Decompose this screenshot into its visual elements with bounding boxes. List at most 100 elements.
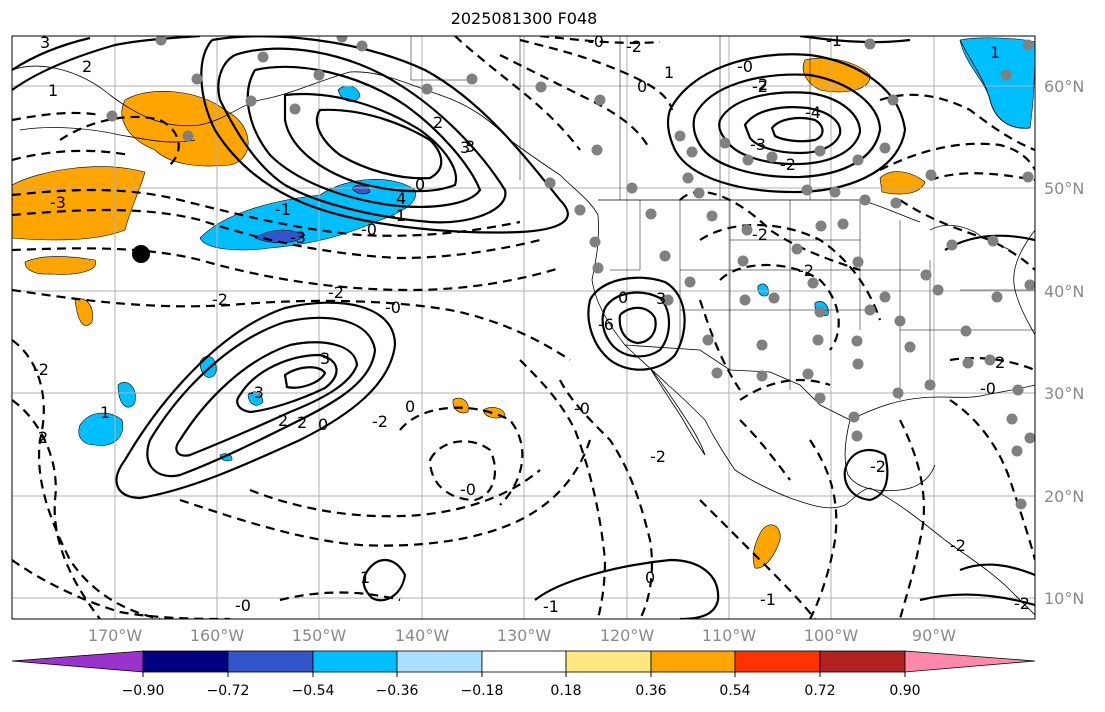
contour-dashed-20 (499, 54, 651, 151)
contour-dashed-30 (949, 399, 1035, 561)
contour-subtropical-high-5 (115, 301, 397, 500)
contour-label: 3 (656, 289, 666, 308)
contour-label: -0 (574, 399, 590, 418)
contour-label: 2 (82, 57, 92, 76)
station-dots (106, 36, 1035, 510)
contour-label: -1 (826, 31, 842, 50)
colorbar-tick-label: 0.72 (804, 683, 836, 699)
contour-label: 2 (995, 353, 1005, 372)
colorbar-segment (734, 650, 821, 673)
mexico-gulf-coast (844, 419, 936, 492)
colorbar-tick-label: 0.18 (550, 683, 582, 699)
contour-label: -2 (372, 412, 388, 431)
colorbar-segment (142, 650, 229, 673)
contour-dashed-8 (249, 469, 541, 518)
contour-label: 1 (360, 568, 370, 587)
contour-california-low-2 (601, 291, 671, 358)
lon-label-130w: 130°W (496, 626, 552, 645)
colorbar-tick-label: 0.36 (635, 683, 667, 699)
lon-label-150w: 150°W (291, 626, 347, 645)
contour-label: -2 (870, 457, 886, 476)
contour-dashed-3 (12, 247, 561, 292)
lon-label-160w: 160°W (189, 626, 245, 645)
colorbar-tick-label: −0.54 (291, 683, 335, 699)
contour-label: -3 (750, 135, 766, 154)
orange-shade-mexico (752, 524, 781, 569)
contour-dashed-23 (12, 111, 101, 122)
blue-shade-hawaii-2 (117, 382, 136, 408)
contour-dashed-36 (929, 172, 1035, 182)
contour-label: 3 (320, 349, 330, 368)
contour-subtropical-high-4 (283, 366, 327, 389)
contour-dashed-24 (12, 149, 131, 162)
contour-dashed-4 (12, 288, 571, 361)
contour-dashed-1 (12, 188, 521, 237)
contour-dashed-15 (719, 264, 840, 351)
colorbar-segment (481, 650, 567, 673)
hudson-coast (959, 39, 1031, 129)
orange-shade-small-1 (24, 256, 97, 275)
contour-label: -3 (50, 193, 66, 212)
contour-gulf-high-1 (217, 47, 507, 224)
contour-dashed-29 (949, 356, 1035, 372)
colorbar-ticks (142, 672, 906, 677)
colorbar-tick-label: −0.90 (121, 683, 165, 699)
colorbar-segment (819, 650, 906, 673)
lat-label-40n: 40°N (1044, 282, 1085, 301)
contour-label: 1 (100, 403, 110, 422)
contour-label: 0 (645, 568, 655, 587)
contour-label: -2 (752, 225, 768, 244)
colorbar-segment (396, 650, 483, 673)
contour-california-low-3 (618, 306, 657, 345)
aleutian-chain (19, 127, 196, 143)
colorbar-segment (312, 650, 398, 673)
contour-label: -1 (760, 590, 776, 609)
contour-label: -2 (328, 283, 344, 302)
lat-label-60n: 60°N (1044, 77, 1085, 96)
colorbar-tick-label: 0.54 (719, 683, 751, 699)
contour-canada-low-1 (666, 53, 907, 194)
contour-labels: 3 2 1 -3 3 2 4 -1 -3 -0 -1 -2 -2 -0 2 1 … (33, 31, 1030, 616)
lat-label-30n: 30°N (1044, 384, 1085, 403)
contour-label: -0 (737, 57, 753, 76)
contour-dashed-9 (428, 440, 497, 502)
contour-label: -1 (543, 597, 559, 616)
contour-dashed-26 (699, 499, 816, 619)
map-title: 2025081300 F048 (450, 9, 598, 28)
contour-label: -0 (588, 32, 604, 51)
contour-label: 3 (40, 33, 50, 52)
lon-label-110w: 110°W (701, 626, 757, 645)
gridlines (12, 36, 1035, 619)
colorbar-segment (565, 650, 652, 673)
contour-gulf-high-5 (200, 36, 569, 234)
contour-label: 1 (990, 43, 1000, 62)
contour-label: 2 (278, 411, 288, 430)
contour-label: 0 (415, 175, 425, 194)
lon-label-120w: 120°W (599, 626, 655, 645)
contour-california-low-1 (587, 276, 686, 371)
contour-dashed-5 (12, 339, 161, 619)
contour-label: 4 (396, 189, 406, 208)
west-coast (559, 174, 871, 509)
colorbar-segment (650, 650, 736, 673)
map-frame (11, 35, 1036, 620)
blue-shade-small-plains-1 (757, 283, 769, 297)
contour-label: -4 (805, 103, 821, 122)
contour-label: 1 (664, 63, 674, 82)
contour-gulf-mexico (843, 448, 889, 502)
contour-dashed-6 (12, 399, 101, 619)
contour-canada-low-2 (692, 73, 882, 179)
contour-label: -0 (361, 220, 377, 239)
colorbar-tick-label: −0.72 (206, 683, 250, 699)
colorbar-extend-min (11, 650, 144, 673)
contour-gulf-high-4 (315, 108, 443, 180)
contour-label: 2 (38, 428, 48, 447)
blue-shade-hudson (959, 37, 1035, 129)
contour-dashed-34 (279, 591, 401, 602)
contour-caribbean-2 (919, 593, 1035, 607)
colorbar-tick-label: −0.36 (375, 683, 419, 699)
contour-dashed-2 (12, 208, 541, 260)
contour-dashed-19 (519, 38, 674, 111)
contour-label: -2 (1014, 594, 1030, 613)
